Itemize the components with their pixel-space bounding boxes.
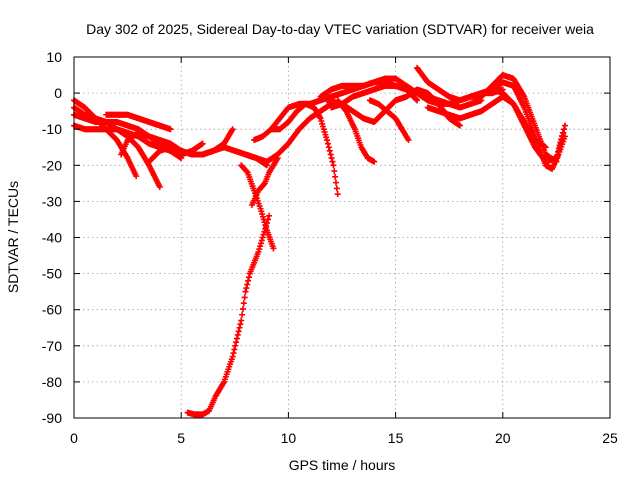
data-point [327,151,334,158]
y-tick-label: -90 [42,410,62,426]
data-point [261,181,268,188]
data-point [561,133,568,140]
series-track-8 [184,212,273,418]
series-track-22 [467,72,568,165]
y-tick-label: -50 [42,266,62,282]
data-point [255,248,262,255]
series-track-5 [103,111,174,133]
y-tick-label: -70 [42,338,62,354]
data-point [156,183,163,190]
data-point [239,305,246,312]
data-point [560,129,567,136]
data-point [413,96,420,103]
data-point [233,335,240,342]
data-point [334,191,341,198]
data-point [323,137,330,144]
data-point [199,140,206,147]
data-point [325,144,332,151]
data-point [332,173,339,180]
data-point [239,311,246,318]
x-tick-label: 20 [495,430,511,446]
y-tick-label: -60 [42,302,62,318]
data-point [331,168,338,175]
series-track-7 [146,126,236,165]
data-point [240,300,247,307]
data-point [329,158,336,165]
data-point [230,350,237,357]
data-point [233,339,240,346]
axis-ticks: 0 5 10 15 20 25 10 0 -10 -20 -30 -40 -50 -60 -70 -80 -90 [42,49,618,446]
series-track-11 [242,100,335,165]
x-axis-label: GPS time / hours [289,457,396,473]
data-point [234,331,241,338]
data-point [330,162,337,169]
data-point [243,285,250,292]
data-point [237,321,244,328]
series-track-17 [334,97,378,165]
data-point [414,97,421,104]
data-point [229,353,236,360]
data-point [245,274,252,281]
y-tick-label: -20 [42,157,62,173]
data-point [243,168,250,175]
data-point [270,245,277,252]
x-tick-label: 0 [70,430,78,446]
series-track-19 [366,97,412,144]
data-point [324,140,331,147]
y-tick-label: -40 [42,230,62,246]
data-point [235,328,242,335]
data-point [260,231,267,238]
series-track-23 [489,79,568,172]
x-tick-label: 25 [602,430,618,446]
data-point [241,294,248,301]
y-tick-label: -10 [42,121,62,137]
data-point [258,237,265,244]
data-point [231,346,238,353]
data-point [405,137,412,144]
y-tick-label: -30 [42,193,62,209]
data-point [266,212,273,219]
x-tick-label: 10 [281,430,297,446]
grid [74,57,610,418]
data-point [245,277,252,284]
data-point [456,122,463,129]
y-tick-label: 10 [46,49,62,65]
data-point [133,173,140,180]
data-point [229,126,236,133]
data-point [167,126,174,133]
chart-title: Day 302 of 2025, Sidereal Day-to-day VTE… [86,21,594,37]
data-point [257,240,264,247]
data-point [257,243,264,250]
y-axis-label: SDTVAR / TECUs [5,181,21,293]
data-point [244,281,251,288]
data-point [333,185,340,192]
x-tick-label: 15 [388,430,404,446]
series-track-10 [238,162,277,252]
data-point [259,234,266,241]
series-track-12 [251,86,356,144]
data-point [232,342,239,349]
data-point [236,324,243,331]
data-point [328,155,335,162]
y-tick-label: -80 [42,374,62,390]
data-point [332,179,339,186]
data-point [561,126,568,133]
data-point [242,288,249,295]
y-tick-label: 0 [54,85,62,101]
x-tick-label: 5 [177,430,185,446]
series-track-13 [268,100,341,198]
data-point [326,147,333,154]
data-point [371,158,378,165]
data-point [238,317,245,324]
data-point [561,122,568,129]
data-points [71,64,568,418]
data-point [256,246,263,253]
